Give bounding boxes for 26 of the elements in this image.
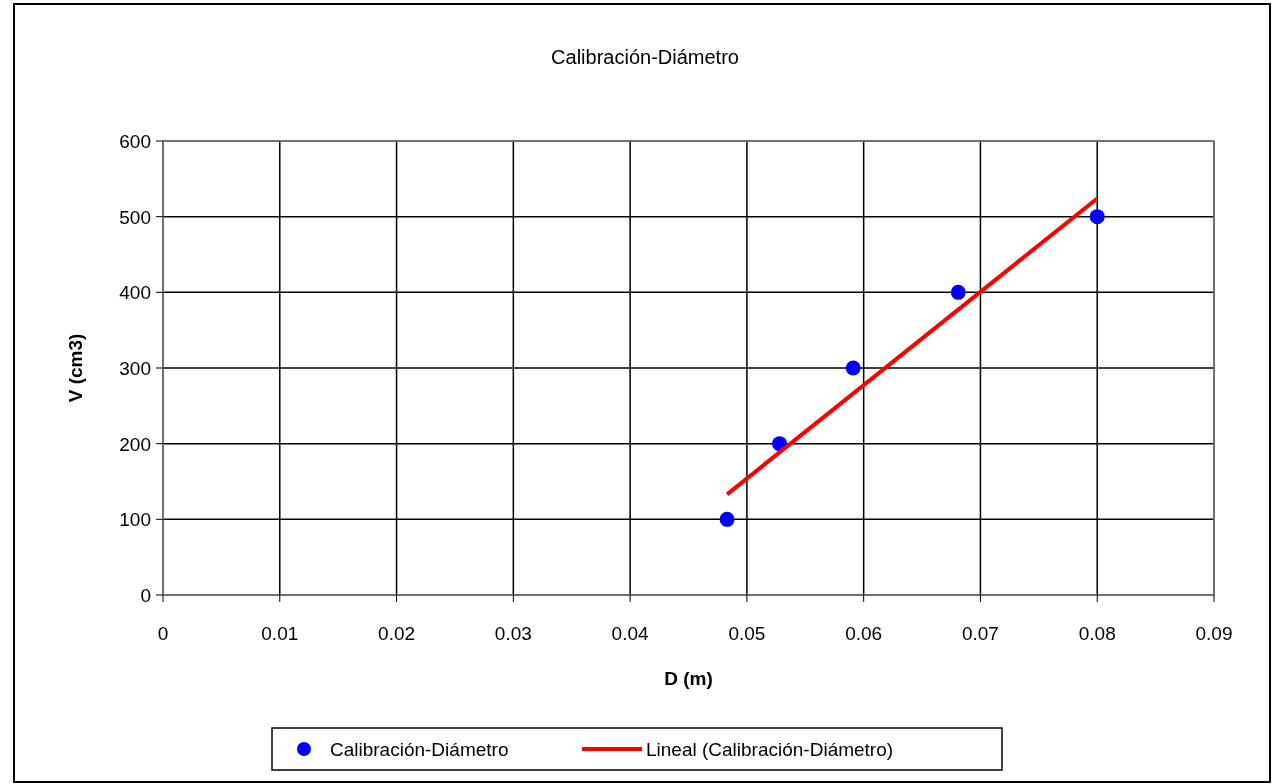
y-tick-label: 0 — [140, 585, 151, 606]
y-tick-label: 500 — [119, 206, 151, 228]
x-tick-label: 0.04 — [611, 623, 650, 644]
y-tick-label: 400 — [119, 282, 151, 304]
x-tick-label: 0.01 — [261, 623, 299, 644]
x-tick-label: 0.02 — [378, 623, 416, 644]
point — [1089, 209, 1105, 225]
x-tick-label: 0.06 — [845, 623, 883, 644]
y-tick-label: 300 — [119, 358, 151, 379]
y-tick-label: 100 — [119, 509, 151, 531]
point — [845, 360, 861, 376]
point — [719, 511, 735, 527]
legend-label: Lineal (Calibración-Diámetro) — [646, 739, 894, 760]
x-tick-label: 0.08 — [1078, 623, 1116, 644]
x-tick-label: 0.03 — [494, 623, 532, 644]
legend-label: Calibración-Diámetro — [330, 739, 509, 760]
x-tick-label: 0.05 — [728, 623, 766, 644]
x-axis-title: D (m) — [664, 668, 713, 689]
y-tick-label: 200 — [119, 433, 151, 455]
y-axis-title: V (cm3) — [65, 333, 86, 403]
point — [950, 284, 966, 300]
x-tick-label: 0.07 — [961, 623, 999, 644]
x-tick-label: 0.09 — [1195, 623, 1233, 644]
chart-title: Calibración-Diámetro — [551, 46, 739, 68]
x-tick-label: 0 — [157, 623, 169, 644]
y-tick-label: 600 — [119, 131, 151, 152]
